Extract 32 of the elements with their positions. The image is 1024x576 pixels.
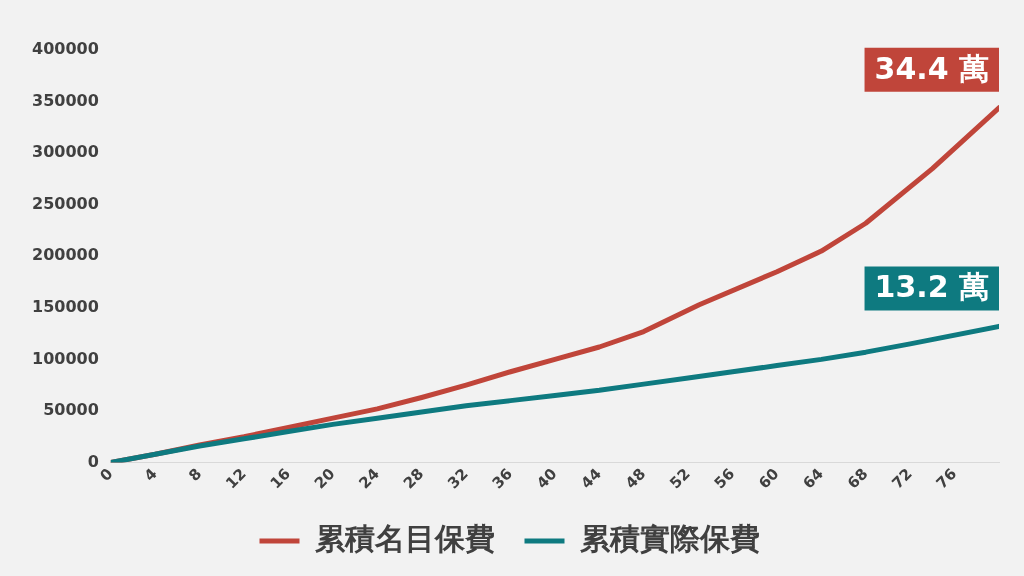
x-tick-label: 76 bbox=[932, 464, 961, 493]
y-tick-label: 250000 bbox=[32, 193, 99, 213]
y-tick-label: 300000 bbox=[32, 142, 99, 162]
x-tick-label: 36 bbox=[488, 464, 517, 493]
x-tick-label: 28 bbox=[399, 464, 428, 493]
legend-label: 累積實際保費 bbox=[578, 520, 760, 556]
y-tick-label: 50000 bbox=[43, 400, 99, 420]
x-tick-label: 12 bbox=[222, 464, 250, 493]
x-tick-label: 44 bbox=[577, 464, 605, 493]
x-tick-label: 52 bbox=[666, 464, 694, 493]
y-tick-label: 0 bbox=[87, 451, 99, 471]
legend-label: 累積名目保費 bbox=[313, 520, 495, 556]
y-tick-label: 150000 bbox=[32, 296, 99, 316]
x-tick-label: 32 bbox=[444, 464, 472, 493]
annotation: 34.4 萬 bbox=[874, 50, 989, 86]
y-tick-label: 400000 bbox=[32, 39, 99, 59]
annotation: 13.2 萬 bbox=[874, 269, 989, 305]
x-tick-label: 4 bbox=[140, 464, 161, 485]
x-tick-label: 60 bbox=[755, 464, 783, 493]
y-tick-label: 100000 bbox=[32, 348, 99, 368]
x-tick-label: 56 bbox=[710, 464, 739, 493]
x-tick-label: 72 bbox=[888, 464, 916, 493]
y-tick-label: 350000 bbox=[32, 90, 99, 110]
x-tick-label: 24 bbox=[355, 464, 383, 493]
y-tick-label: 200000 bbox=[32, 245, 99, 265]
x-tick-label: 20 bbox=[310, 464, 339, 493]
x-tick-label: 40 bbox=[532, 464, 561, 493]
x-tick-label: 64 bbox=[799, 464, 827, 493]
x-tick-label: 68 bbox=[843, 464, 872, 493]
x-tick-label: 48 bbox=[621, 464, 650, 493]
x-tick-label: 16 bbox=[266, 464, 295, 493]
x-tick-label: 8 bbox=[185, 464, 206, 485]
